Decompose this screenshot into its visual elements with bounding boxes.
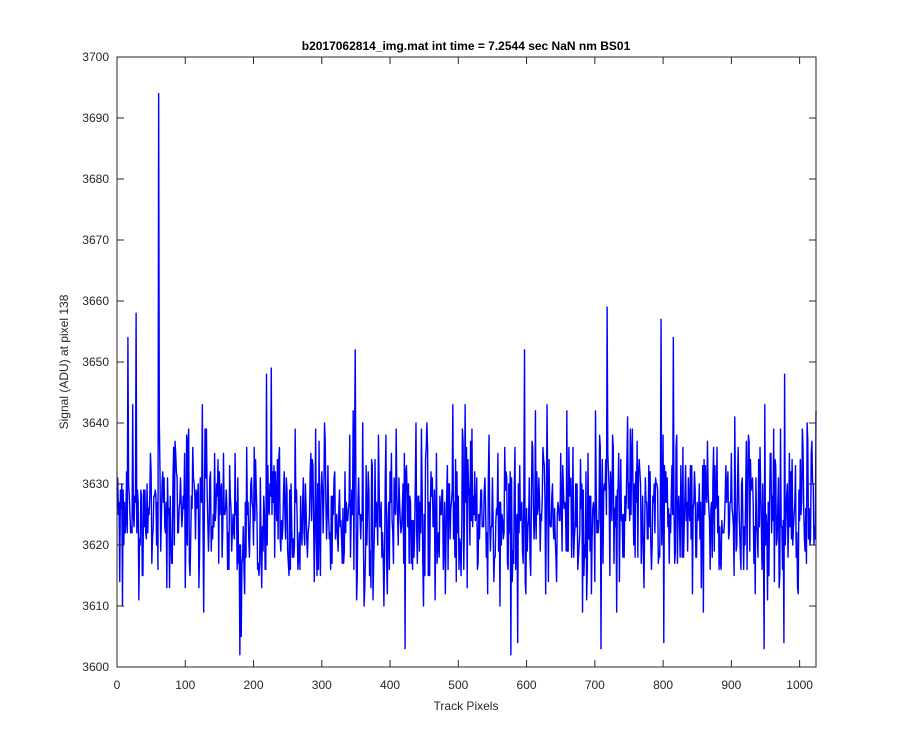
x-tick-label: 700 [585,678,605,692]
x-tick-label: 300 [312,678,332,692]
y-tick-label: 3640 [82,416,109,430]
y-tick-label: 3600 [82,660,109,674]
x-tick-label: 800 [653,678,673,692]
chart-title: b2017062814_img.mat int time = 7.2544 se… [302,39,631,53]
x-axis-title: Track Pixels [434,699,499,713]
x-tick-label: 500 [448,678,468,692]
x-tick-label: 600 [517,678,537,692]
y-tick-label: 3650 [82,355,109,369]
x-tick-label: 1000 [786,678,813,692]
y-tick-label: 3670 [82,233,109,247]
x-tick-label: 400 [380,678,400,692]
plot-area: 0 100 200 300 400 500 600 700 800 900 1000 3600 3610… [82,50,817,692]
y-axis-title: Signal (ADU) at pixel 138 [57,294,71,429]
y-tick-label: 3610 [82,599,109,613]
x-tick-label: 200 [244,678,264,692]
x-tick-label: 100 [175,678,195,692]
y-tick-label: 3660 [82,294,109,308]
y-tick-label: 3630 [82,477,109,491]
y-tick-label: 3690 [82,111,109,125]
x-tick-label: 0 [114,678,121,692]
y-tick-label: 3680 [82,172,109,186]
y-tick-label: 3620 [82,538,109,552]
y-tick-label: 3700 [82,50,109,64]
series-line-0 [116,92,817,656]
x-tick-label: 900 [721,678,741,692]
